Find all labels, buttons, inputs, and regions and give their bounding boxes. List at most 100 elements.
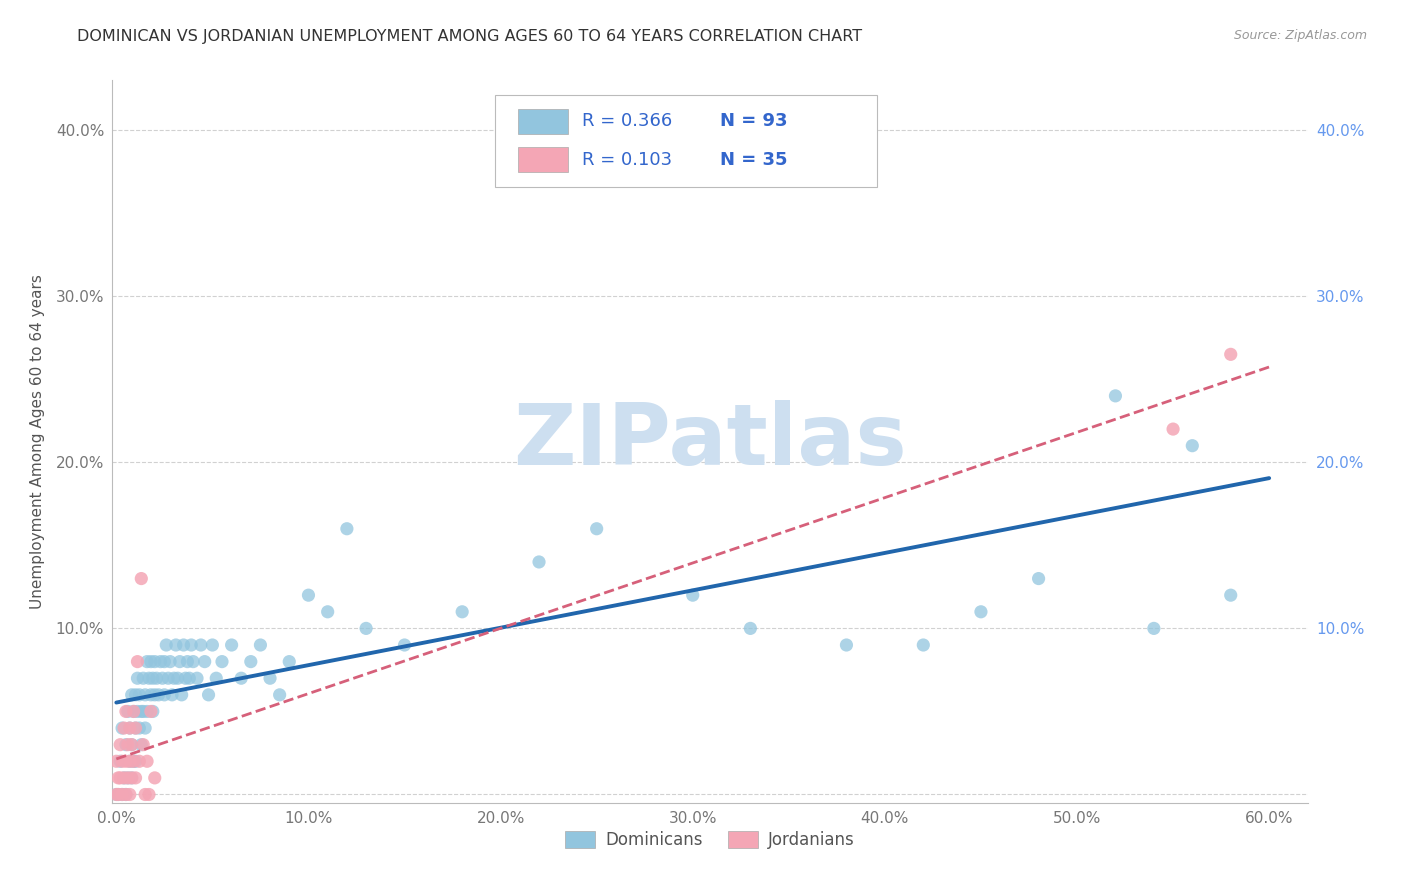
Point bbox=[115, 705, 138, 719]
Point bbox=[231, 671, 253, 685]
Point bbox=[107, 771, 129, 785]
Point bbox=[132, 738, 155, 752]
Point bbox=[149, 655, 172, 669]
Point bbox=[111, 754, 134, 768]
Y-axis label: Unemployment Among Ages 60 to 64 years: Unemployment Among Ages 60 to 64 years bbox=[30, 274, 45, 609]
Text: N = 93: N = 93 bbox=[720, 112, 787, 130]
FancyBboxPatch shape bbox=[517, 109, 568, 134]
Point bbox=[121, 771, 143, 785]
Point bbox=[139, 705, 162, 719]
Point bbox=[112, 721, 135, 735]
Point bbox=[1219, 347, 1241, 361]
Point bbox=[118, 721, 141, 735]
Point bbox=[190, 638, 212, 652]
Point bbox=[143, 688, 166, 702]
Point bbox=[108, 738, 131, 752]
Point bbox=[181, 655, 204, 669]
Text: R = 0.366: R = 0.366 bbox=[582, 112, 672, 130]
Point bbox=[124, 754, 146, 768]
Point bbox=[269, 688, 291, 702]
Point bbox=[127, 655, 149, 669]
Point bbox=[129, 738, 152, 752]
Point bbox=[169, 655, 191, 669]
Point bbox=[108, 771, 131, 785]
Point bbox=[134, 688, 156, 702]
Point bbox=[118, 754, 141, 768]
Point bbox=[160, 688, 183, 702]
Point bbox=[249, 638, 271, 652]
Point bbox=[157, 671, 180, 685]
Point bbox=[259, 671, 281, 685]
Point bbox=[143, 771, 166, 785]
Point bbox=[121, 771, 143, 785]
Point bbox=[134, 721, 156, 735]
Point bbox=[111, 721, 134, 735]
Text: Source: ZipAtlas.com: Source: ZipAtlas.com bbox=[1233, 29, 1367, 42]
Point bbox=[1104, 389, 1126, 403]
Point bbox=[682, 588, 704, 602]
Point bbox=[136, 705, 159, 719]
Point bbox=[197, 688, 219, 702]
FancyBboxPatch shape bbox=[517, 147, 568, 172]
Point bbox=[121, 688, 143, 702]
Point bbox=[173, 638, 195, 652]
Point bbox=[1143, 621, 1166, 635]
Point bbox=[170, 688, 193, 702]
Point bbox=[211, 655, 233, 669]
Point bbox=[105, 788, 128, 802]
Point bbox=[124, 721, 146, 735]
Point bbox=[136, 655, 159, 669]
Point bbox=[117, 771, 139, 785]
Point bbox=[159, 655, 181, 669]
Point bbox=[105, 788, 128, 802]
Point bbox=[122, 754, 145, 768]
Point bbox=[143, 655, 166, 669]
Point bbox=[912, 638, 935, 652]
Point bbox=[354, 621, 377, 635]
Point bbox=[112, 771, 135, 785]
Point bbox=[122, 754, 145, 768]
Point bbox=[124, 771, 146, 785]
Point bbox=[124, 688, 146, 702]
Point bbox=[115, 788, 138, 802]
Text: R = 0.103: R = 0.103 bbox=[582, 151, 672, 169]
Point bbox=[129, 705, 152, 719]
Point bbox=[142, 705, 165, 719]
Point bbox=[186, 671, 208, 685]
Point bbox=[118, 721, 141, 735]
Point bbox=[316, 605, 339, 619]
Point bbox=[132, 705, 155, 719]
Point bbox=[115, 754, 138, 768]
Point bbox=[105, 754, 128, 768]
Point bbox=[221, 638, 243, 652]
Point bbox=[527, 555, 550, 569]
Point bbox=[166, 671, 188, 685]
Point bbox=[121, 738, 143, 752]
Point bbox=[128, 754, 150, 768]
Point bbox=[278, 655, 301, 669]
Point bbox=[127, 671, 149, 685]
Point bbox=[176, 655, 198, 669]
Point bbox=[163, 671, 186, 685]
Point bbox=[145, 671, 167, 685]
Point bbox=[165, 638, 187, 652]
Point bbox=[138, 788, 160, 802]
Point bbox=[128, 721, 150, 735]
Point bbox=[107, 788, 129, 802]
Point bbox=[1181, 439, 1204, 453]
Point bbox=[115, 738, 138, 752]
Point bbox=[122, 705, 145, 719]
Point bbox=[128, 688, 150, 702]
Point bbox=[970, 605, 993, 619]
Text: DOMINICAN VS JORDANIAN UNEMPLOYMENT AMONG AGES 60 TO 64 YEARS CORRELATION CHART: DOMINICAN VS JORDANIAN UNEMPLOYMENT AMON… bbox=[77, 29, 862, 44]
Point bbox=[142, 671, 165, 685]
Point bbox=[136, 754, 159, 768]
Point bbox=[115, 788, 138, 802]
Point bbox=[107, 788, 129, 802]
Point bbox=[239, 655, 262, 669]
Point bbox=[117, 705, 139, 719]
Point bbox=[111, 788, 134, 802]
Point bbox=[205, 671, 228, 685]
Point bbox=[1161, 422, 1184, 436]
Point bbox=[122, 705, 145, 719]
